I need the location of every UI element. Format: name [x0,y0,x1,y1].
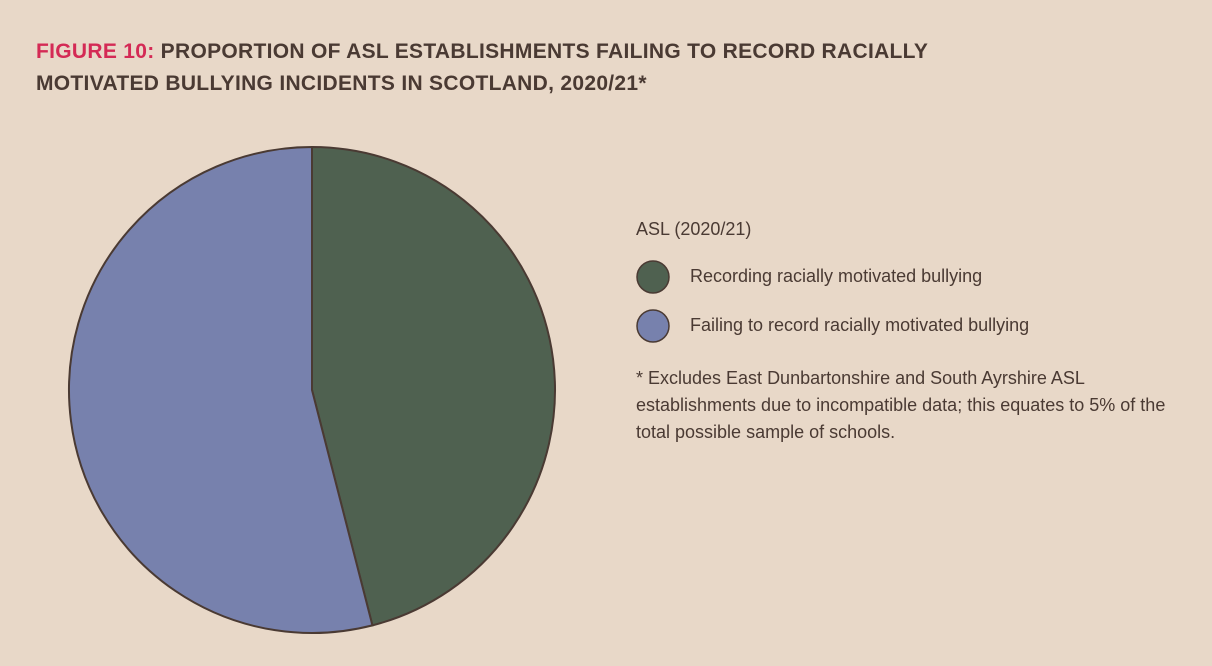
footnote: * Excludes East Dunbartonshire and South… [636,368,1166,442]
title-text: PROPORTION OF ASL ESTABLISHMENTS FAILING… [36,40,928,95]
figure-label: FIGURE 10: [36,40,155,63]
legend-swatch [636,309,670,343]
legend-label: Recording racially motivated bullying [690,266,982,286]
legend-label: Failing to record racially motivated bul… [690,315,1029,335]
pie-slice [68,145,374,634]
legend-swatch [636,260,670,294]
chart-title: FIGURE 10: PROPORTION OF ASL ESTABLISHME… [36,36,966,100]
legend-title: ASL (2020/21) [636,219,751,239]
pie-slice [311,145,556,627]
